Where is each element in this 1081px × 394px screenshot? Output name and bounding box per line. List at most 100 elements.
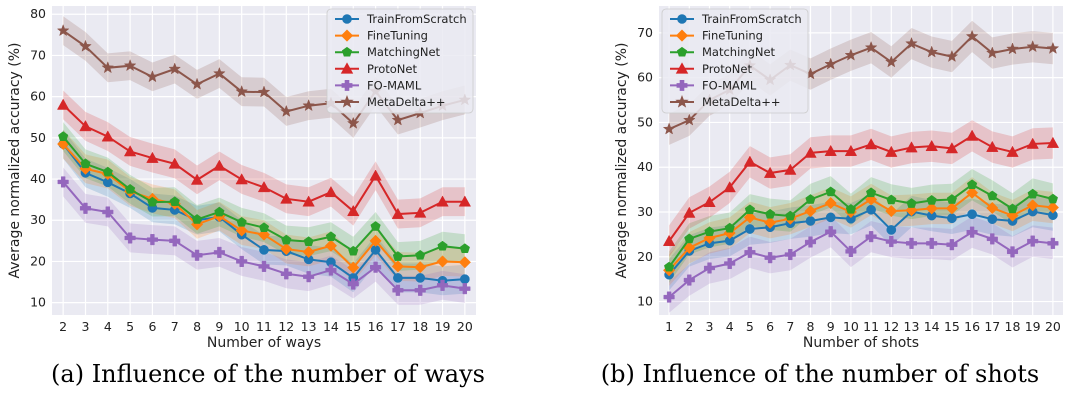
chart-b-point-metadelta bbox=[662, 122, 676, 135]
chart-a-legend-marker-matchingnet bbox=[341, 46, 353, 57]
chart-b-point-matchingnet bbox=[663, 261, 675, 272]
chart-b-xtick-label: 12 bbox=[883, 319, 899, 334]
chart-b-point-protonet bbox=[1006, 145, 1019, 157]
chart-a-point-protonet bbox=[369, 169, 382, 181]
chart-a-point-finetuning bbox=[391, 260, 404, 273]
chart-a-point-metadelta bbox=[346, 116, 360, 129]
chart-a-series-layer bbox=[56, 16, 472, 305]
chart-a-band-fo-maml bbox=[63, 167, 465, 305]
chart-b-xtick-label: 13 bbox=[904, 319, 920, 334]
chart-a-point-matchingnet bbox=[258, 222, 270, 232]
chart-a-legend-marker-metadelta bbox=[340, 94, 354, 108]
chart-b-point-matchingnet bbox=[744, 204, 756, 215]
chart-a-legend-marker-protonet bbox=[340, 62, 354, 74]
chart-b-point-protonet bbox=[804, 146, 817, 158]
chart-a-xtick-label: 7 bbox=[171, 319, 179, 334]
chart-b-xtick-label: 17 bbox=[984, 319, 1000, 334]
chart-a-point-matchingnet bbox=[236, 216, 247, 227]
chart-b-point-fo-maml bbox=[683, 274, 695, 286]
chart-b-point-trainfromscratch bbox=[805, 216, 816, 226]
chart-a-point-fo-maml bbox=[124, 232, 136, 244]
chart-b-xtick-label: 11 bbox=[863, 319, 879, 334]
chart-b-point-matchingnet bbox=[865, 187, 877, 198]
chart-b-point-protonet bbox=[905, 141, 918, 153]
chart-b-xtick-label: 6 bbox=[766, 319, 774, 334]
chart-a-point-matchingnet bbox=[214, 206, 225, 217]
chart-a-xtick-label: 17 bbox=[390, 319, 406, 334]
chart-b-point-protonet bbox=[662, 234, 676, 246]
chart-a-point-protonet bbox=[168, 157, 181, 169]
chart-a-point-fo-maml bbox=[79, 202, 92, 214]
chart-a-point-trainfromscratch bbox=[370, 245, 381, 255]
chart-a-legend-label-matchingnet: MatchingNet bbox=[367, 45, 441, 59]
chart-b-point-metadelta bbox=[965, 29, 979, 42]
chart-b-point-trainfromscratch bbox=[967, 209, 977, 220]
chart-b-point-metadelta bbox=[905, 36, 918, 50]
chart-a-legend-label-trainfromscratch: TrainFromScratch bbox=[366, 12, 467, 26]
chart-a-ytick-label: 40 bbox=[30, 171, 46, 186]
chart-a-band-matchingnet bbox=[63, 122, 465, 271]
chart-a-point-matchingnet bbox=[80, 158, 91, 169]
chart-a-point-matchingnet bbox=[459, 243, 470, 254]
chart-a-point-protonet bbox=[56, 98, 70, 110]
chart-b-point-protonet bbox=[925, 139, 938, 152]
chart-b-point-metadelta bbox=[682, 113, 696, 126]
chart-a-point-protonet bbox=[257, 181, 271, 193]
chart-a-ytick-label: 60 bbox=[30, 89, 46, 104]
chart-b-point-protonet bbox=[1046, 136, 1060, 148]
chart-b-point-protonet bbox=[885, 145, 898, 157]
chart-b-point-fo-maml bbox=[744, 246, 756, 258]
chart-a-point-fo-maml bbox=[169, 235, 181, 247]
chart-b-point-protonet bbox=[743, 155, 757, 167]
chart-b-point-trainfromscratch bbox=[886, 225, 897, 235]
chart-a-point-matchingnet bbox=[325, 231, 337, 242]
chart-b-point-matchingnet bbox=[684, 233, 695, 244]
chart-a-point-finetuning bbox=[414, 261, 427, 274]
chart-a-point-metadelta bbox=[168, 62, 182, 75]
chart-a-point-matchingnet bbox=[124, 183, 136, 194]
chart-b-legend-label-matchingnet: MatchingNet bbox=[702, 45, 776, 59]
panel-a-ways: 10 20 30 40 50 60 70 80 2 3 4 5 6 7 8 9 10 11 12 13 14 15 16 17… bbox=[7, 6, 476, 351]
chart-b-xtick-label: 18 bbox=[1005, 319, 1021, 334]
chart-a-xtick-label: 20 bbox=[457, 319, 473, 334]
chart-b-point-fo-maml bbox=[1027, 235, 1039, 247]
chart-a-point-finetuning bbox=[302, 245, 315, 259]
chart-b-point-matchingnet bbox=[785, 210, 796, 221]
chart-b-xtick-label: 7 bbox=[786, 319, 794, 334]
chart-a-point-fo-maml bbox=[146, 234, 158, 246]
chart-a-point-metadelta bbox=[146, 70, 159, 83]
chart-b-point-metadelta bbox=[884, 55, 898, 68]
chart-a-point-protonet bbox=[302, 195, 315, 207]
chart-b-legend-label-fo-maml: FO-MAML bbox=[702, 78, 757, 92]
chart-b-legend-label-finetuning: FineTuning bbox=[702, 29, 763, 43]
chart-a-point-fo-maml bbox=[436, 279, 449, 291]
chart-b-point-protonet bbox=[763, 166, 777, 178]
chart-b-line-protonet bbox=[668, 134, 1053, 242]
chart-b-point-matchingnet bbox=[764, 208, 776, 219]
chart-b-point-matchingnet bbox=[906, 198, 917, 208]
chart-a-point-metadelta bbox=[391, 113, 405, 126]
chart-b-point-finetuning bbox=[945, 202, 959, 215]
chart-a-point-protonet bbox=[436, 195, 449, 207]
chart-a-xtick-label: 9 bbox=[215, 319, 223, 334]
chart-a-point-protonet bbox=[190, 173, 204, 185]
chart-a-point-finetuning bbox=[347, 261, 360, 274]
chart-b-point-matchingnet bbox=[926, 194, 937, 205]
chart-a-point-fo-maml bbox=[280, 268, 292, 280]
chart-a-point-finetuning bbox=[324, 239, 338, 252]
chart-b-point-finetuning bbox=[1046, 201, 1060, 214]
chart-b-legend-marker-matchingnet bbox=[676, 46, 688, 57]
chart-a-point-trainfromscratch bbox=[415, 273, 426, 283]
chart-b-point-trainfromscratch bbox=[987, 214, 998, 224]
chart-a-point-fo-maml bbox=[459, 283, 471, 295]
chart-b-point-matchingnet bbox=[1047, 193, 1059, 204]
chart-b-xtick-label: 15 bbox=[944, 319, 960, 334]
chart-a-point-protonet bbox=[235, 173, 248, 185]
chart-b-xtick-label: 10 bbox=[843, 319, 859, 334]
chart-b-point-matchingnet bbox=[805, 194, 816, 204]
chart-a-xtick-label: 16 bbox=[368, 319, 384, 334]
chart-b-point-matchingnet bbox=[825, 186, 836, 197]
chart-a-point-finetuning bbox=[280, 242, 293, 256]
chart-b-point-finetuning bbox=[743, 211, 757, 224]
